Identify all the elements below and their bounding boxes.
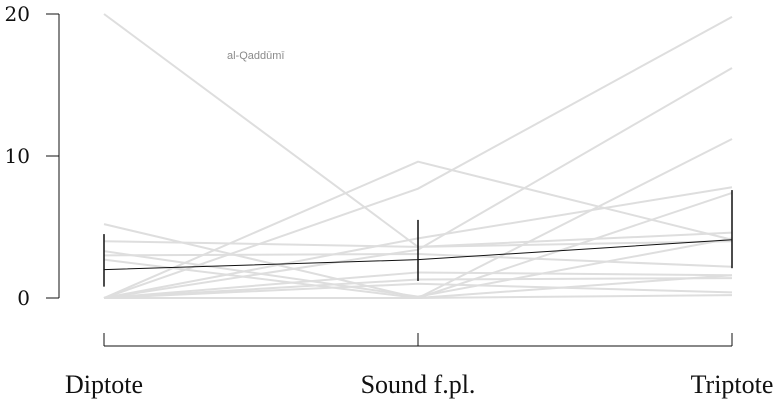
individual-line [103,13,733,248]
individual-line [103,15,733,299]
y-tick-label: 20 [5,2,30,26]
individual-line [103,282,733,299]
mean-series [103,190,733,287]
x-axis: Diptote Sound f.pl. Triptote [65,333,773,399]
y-tick-label: 0 [17,286,30,310]
y-axis: 0 10 20 [5,2,60,310]
x-tick-label: Triptote [691,370,774,399]
x-tick-label: Sound f.pl. [361,370,476,399]
y-tick-label: 10 [5,144,30,168]
x-tick-label: Diptote [65,370,143,399]
individual-line [103,160,733,299]
individual-line [104,294,733,299]
annotation-label: al-Qaddūmī [227,50,285,62]
